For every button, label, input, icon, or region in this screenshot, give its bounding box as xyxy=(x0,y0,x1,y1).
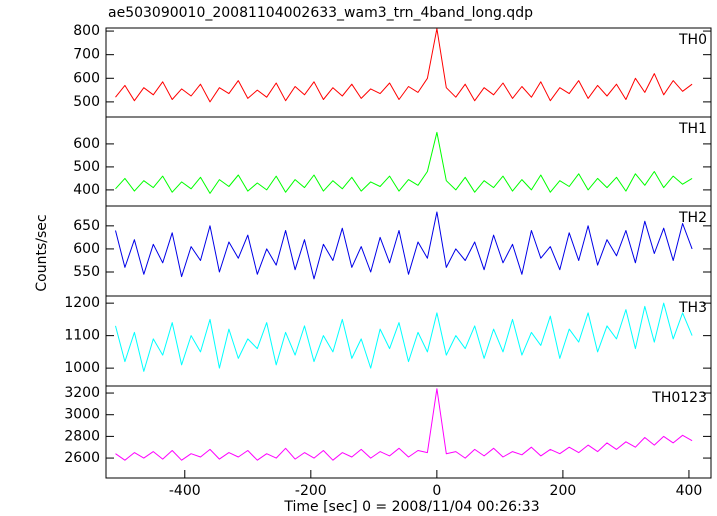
panel-label: TH0123 xyxy=(651,390,707,406)
series-line xyxy=(115,388,693,461)
x-tick-label: 400 xyxy=(676,483,703,499)
y-tick-label: 1000 xyxy=(64,360,100,376)
y-tick-label: 600 xyxy=(73,136,100,152)
panel-frame xyxy=(105,295,712,387)
y-tick-label: 500 xyxy=(73,159,100,175)
panel-frame xyxy=(105,27,712,118)
y-tick-label: 650 xyxy=(73,218,100,234)
y-tick-label: 550 xyxy=(73,264,100,280)
panel-label: TH1 xyxy=(678,121,707,137)
y-tick-label: 600 xyxy=(73,70,100,86)
series-line xyxy=(115,211,693,280)
panel-label: TH0 xyxy=(678,32,707,48)
series-line xyxy=(115,28,693,103)
series-line xyxy=(115,131,693,194)
y-tick-label: 500 xyxy=(73,94,100,110)
x-tick-label: 0 xyxy=(432,483,441,499)
y-tick-label: 2800 xyxy=(64,428,100,444)
panel-label: TH3 xyxy=(678,300,707,316)
y-tick-label: 1200 xyxy=(64,295,100,311)
x-axis-label: Time [sec] 0 = 2008/11/04 00:26:33 xyxy=(283,499,539,515)
x-tick-label: -400 xyxy=(169,483,201,499)
panel-frame xyxy=(105,385,712,479)
y-tick-label: 800 xyxy=(73,23,100,39)
y-tick-label: 3200 xyxy=(64,385,100,401)
series-line xyxy=(115,302,693,372)
panel-frame xyxy=(105,205,712,297)
y-tick-label: 700 xyxy=(73,47,100,63)
x-tick-label: -200 xyxy=(295,483,327,499)
y-tick-label: 1100 xyxy=(64,328,100,344)
y-tick-label: 2600 xyxy=(64,450,100,466)
y-tick-label: 400 xyxy=(73,182,100,198)
y-axis-label: Counts/sec xyxy=(34,214,50,291)
chart-title: ae503090010_20081104002633_wam3_trn_4ban… xyxy=(108,5,533,21)
panel-label: TH2 xyxy=(678,210,707,226)
panel-frame xyxy=(105,116,712,207)
y-tick-label: 3000 xyxy=(64,407,100,423)
x-tick-label: 200 xyxy=(550,483,577,499)
y-tick-label: 600 xyxy=(73,241,100,257)
